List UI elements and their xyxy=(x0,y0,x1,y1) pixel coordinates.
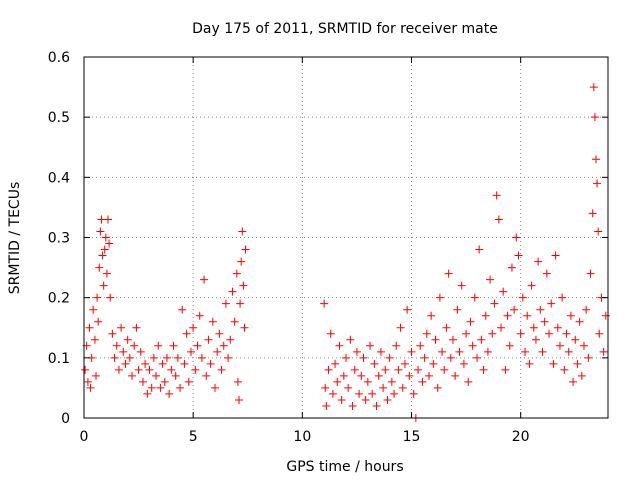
x-tick-label: 15 xyxy=(403,429,421,445)
x-tick-label: 0 xyxy=(80,429,89,445)
y-tick-label: 0 xyxy=(61,411,70,427)
y-axis-label: SRMTID / TECUs xyxy=(7,182,23,295)
x-tick-label: 20 xyxy=(512,429,530,445)
chart-background xyxy=(0,0,640,480)
y-tick-label: 0.3 xyxy=(48,231,70,247)
x-tick-label: 10 xyxy=(293,429,311,445)
x-tick-label: 5 xyxy=(189,429,198,445)
scatter-chart: 0 5 10 15 20 0 0.1 0.2 0.3 0.4 0.5 0.6 Day 175 of 2… xyxy=(0,0,640,480)
chart-title: Day 175 of 2011, SRMTID for receiver mat… xyxy=(192,21,498,37)
y-tick-label: 0.6 xyxy=(48,50,70,66)
y-tick-label: 0.2 xyxy=(48,291,70,307)
y-tick-label: 0.5 xyxy=(48,110,70,126)
x-axis-label: GPS time / hours xyxy=(286,459,403,475)
y-tick-label: 0.1 xyxy=(48,351,70,367)
y-tick-label: 0.4 xyxy=(48,170,70,186)
